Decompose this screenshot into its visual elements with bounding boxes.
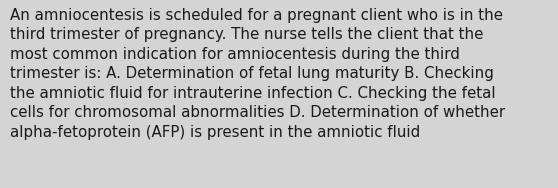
Text: An amniocentesis is scheduled for a pregnant client who is in the
third trimeste: An amniocentesis is scheduled for a preg…	[10, 8, 505, 140]
